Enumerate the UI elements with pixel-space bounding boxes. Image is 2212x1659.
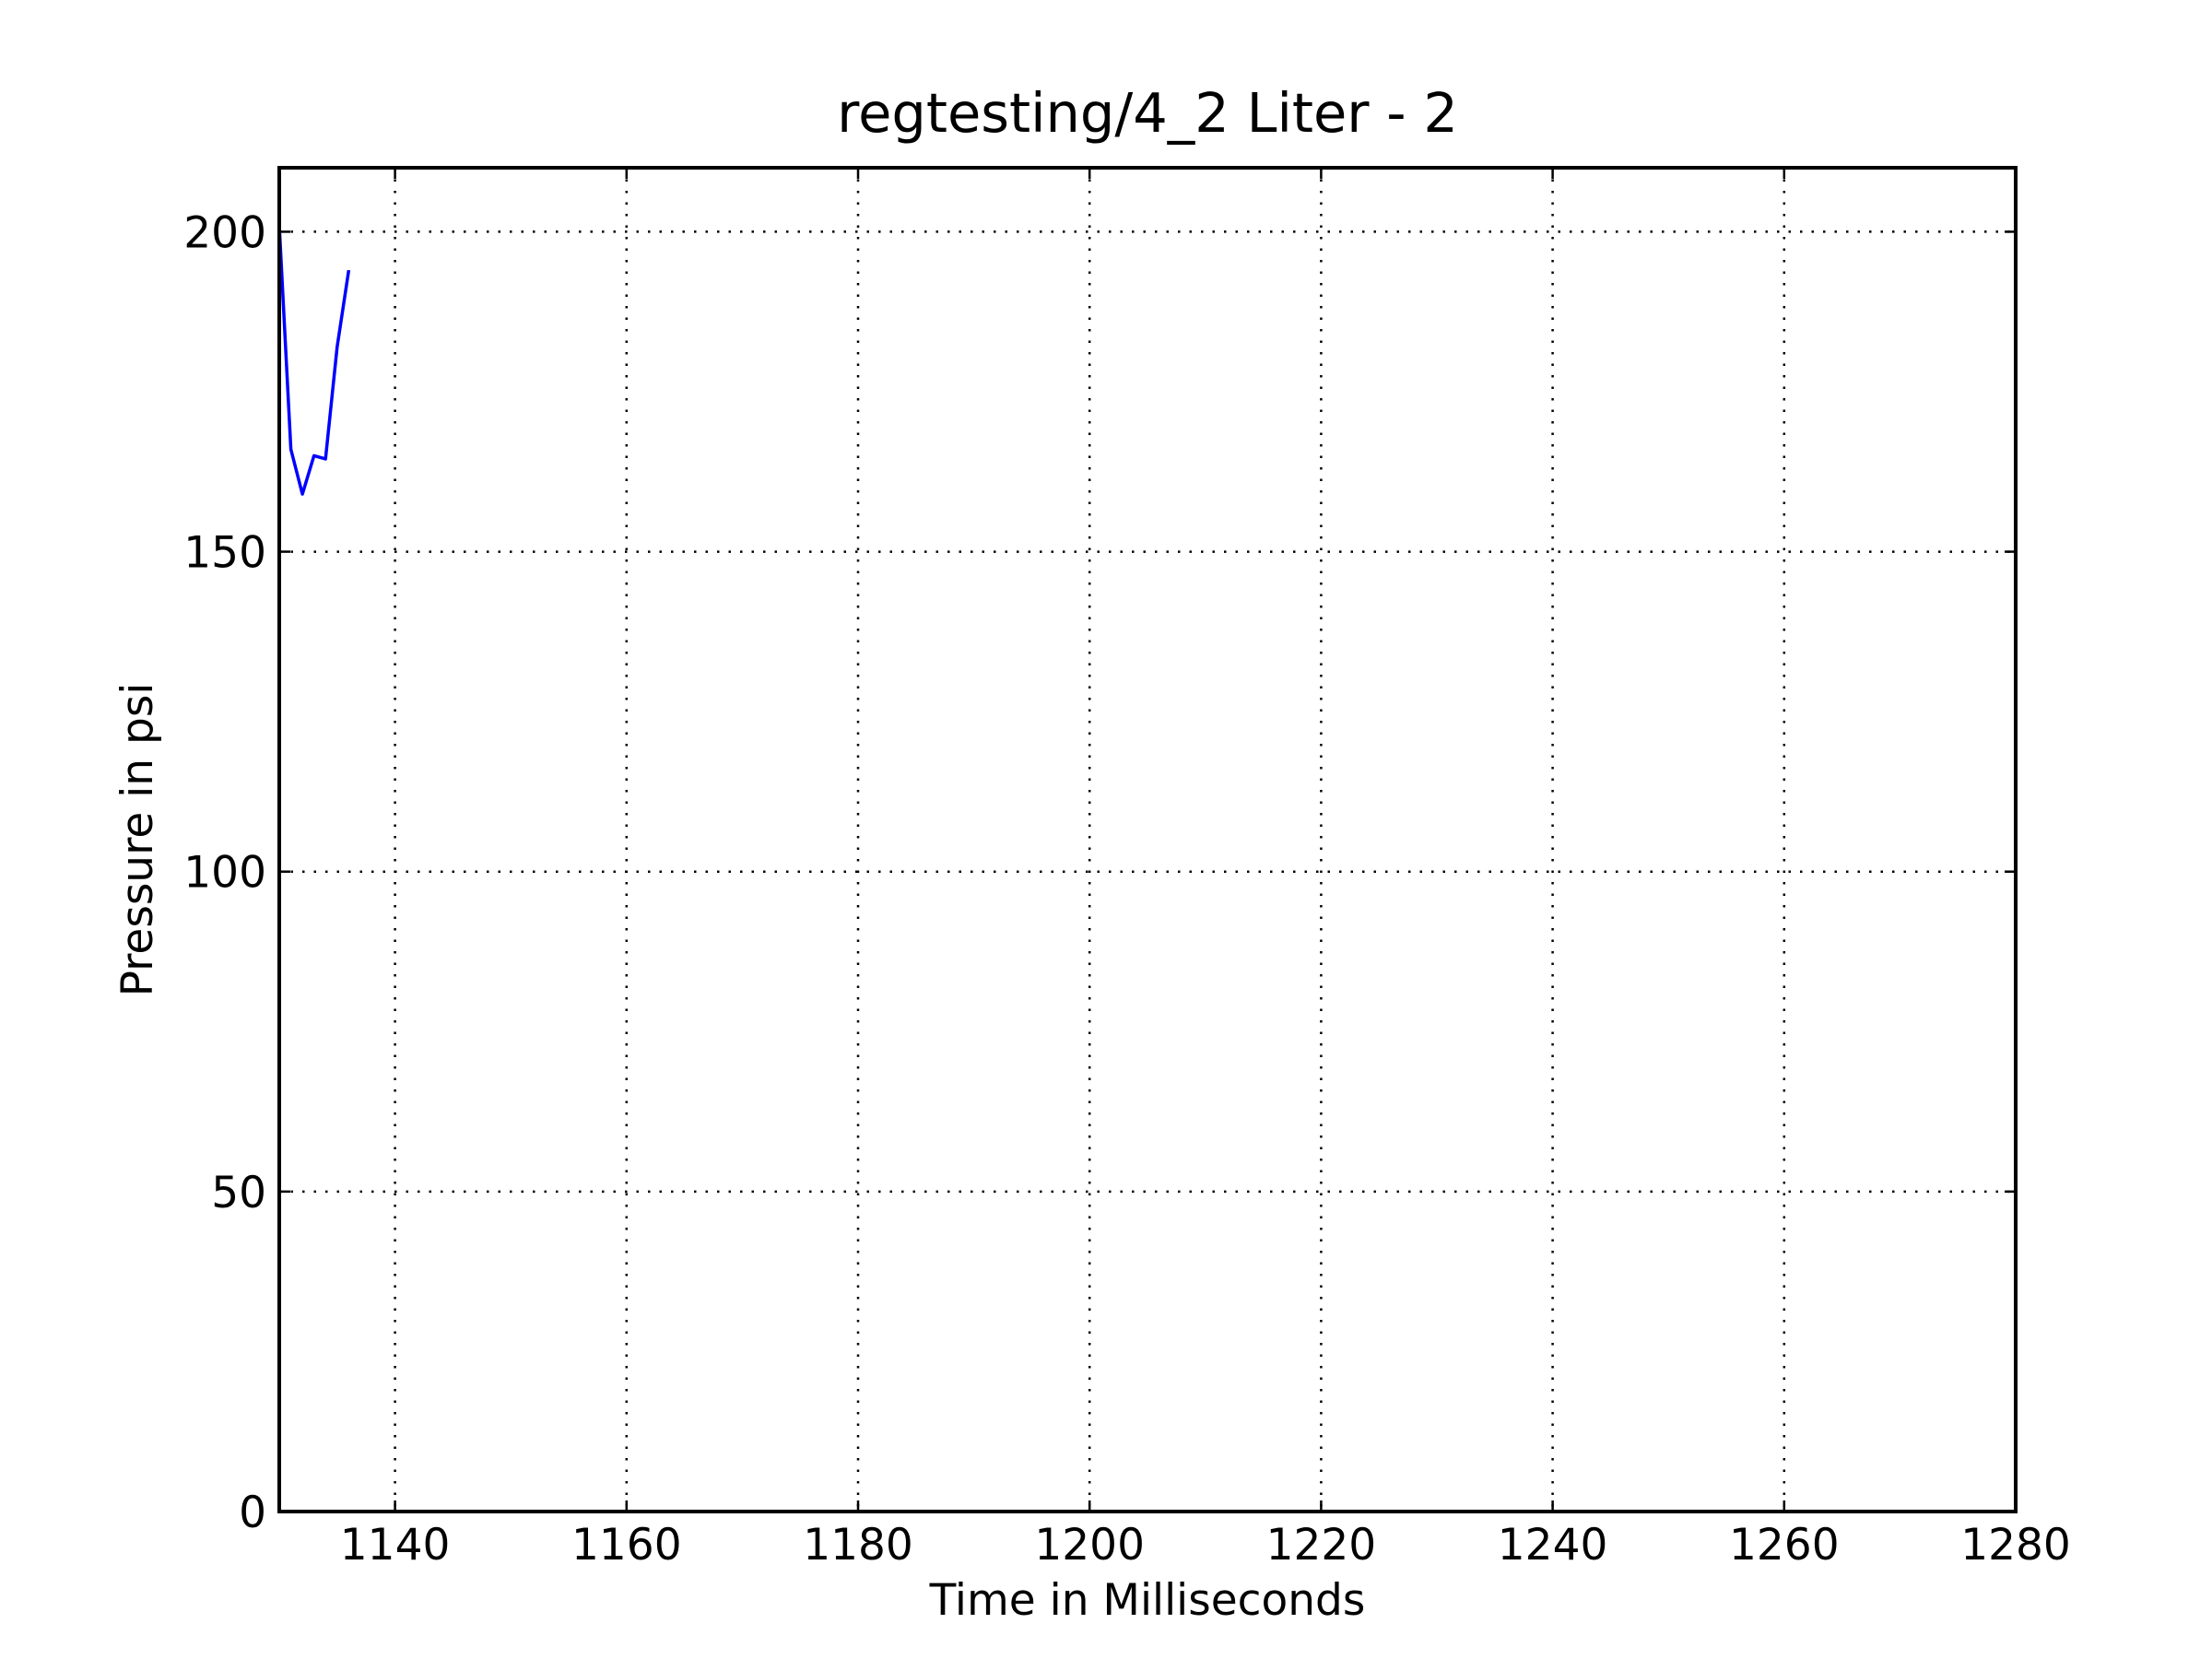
- y-tick-label: 150: [183, 528, 266, 579]
- series-line: [277, 225, 351, 496]
- y-axis-label: Pressure in psi: [112, 683, 163, 997]
- x-tick-label: 1160: [571, 1520, 682, 1571]
- y-tick-label: 50: [211, 1168, 266, 1218]
- x-tick-label: 1220: [1266, 1520, 1377, 1571]
- plot-frame: [277, 166, 2018, 1513]
- x-tick-label: 1200: [1034, 1520, 1145, 1571]
- chart-title: regtesting/4_2 Liter - 2: [837, 81, 1458, 145]
- y-tick-label: 100: [183, 848, 266, 899]
- x-tick-label: 1180: [803, 1520, 913, 1571]
- grid-layer: [279, 168, 2016, 1512]
- x-tick-label: 1280: [1960, 1520, 2071, 1571]
- x-axis-label: Time in Milliseconds: [929, 1575, 1366, 1626]
- series-layer: [277, 225, 351, 496]
- y-tick-label: 200: [183, 207, 266, 258]
- y-tick-label: 0: [239, 1488, 266, 1538]
- x-tick-label: 1240: [1498, 1520, 1608, 1571]
- x-tick-label: 1140: [340, 1520, 451, 1571]
- ticks-layer: 1140 1160 1180 1200 1220 1240 1260 1280 0 50 100 15…: [183, 168, 2071, 1571]
- x-tick-label: 1260: [1729, 1520, 1840, 1571]
